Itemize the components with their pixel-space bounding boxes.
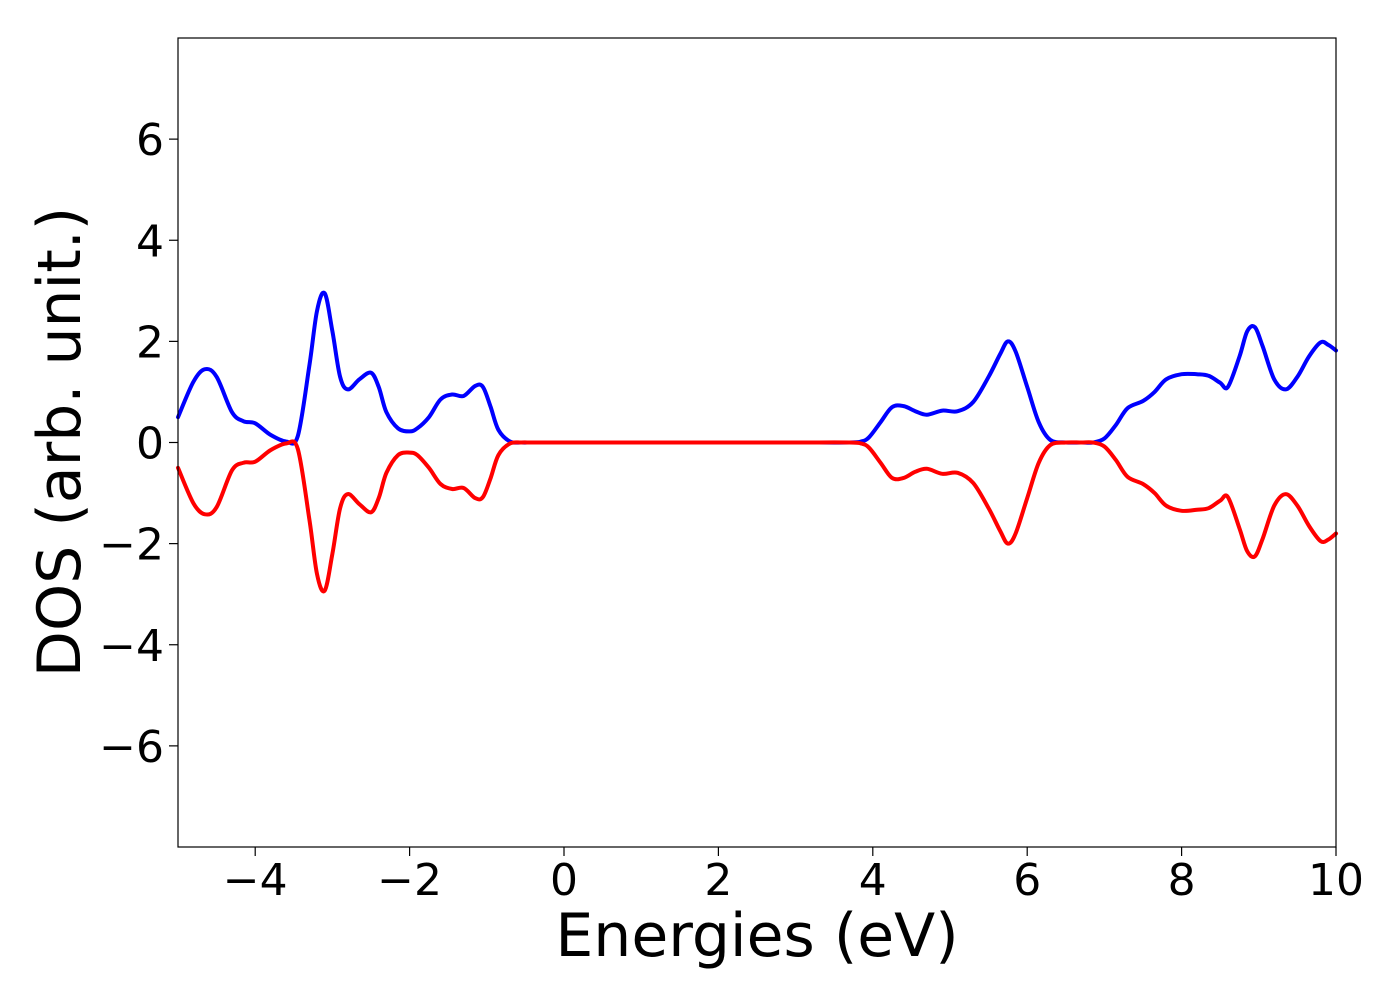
x-tick-label: −4 [223, 855, 288, 906]
y-tick-label: 6 [136, 115, 164, 166]
y-tick-label: −4 [99, 621, 164, 672]
y-tick-label: −6 [99, 722, 164, 773]
y-axis: −6 −4 −2 0 2 4 6 [99, 115, 178, 773]
x-axis-label: Energies (eV) [555, 901, 958, 971]
dos-negative-line [176, 439, 1338, 594]
x-tick-label: 6 [1013, 855, 1041, 906]
x-tick-label: −2 [377, 855, 442, 906]
x-axis: −4 −2 0 2 4 6 8 10 [223, 847, 1364, 906]
y-tick-label: 0 [136, 419, 164, 470]
x-tick-label: 4 [859, 855, 887, 906]
x-tick-label: 2 [704, 855, 732, 906]
y-tick-label: −2 [99, 520, 164, 571]
series-layer [176, 290, 1338, 594]
dos-positive-line [176, 290, 1338, 446]
y-tick-label: 2 [136, 317, 164, 368]
x-tick-label: 10 [1308, 855, 1364, 906]
y-tick-label: 4 [136, 216, 164, 267]
x-tick-label: 8 [1168, 855, 1196, 906]
y-axis-label: DOS (arb. unit.) [25, 207, 95, 677]
x-tick-label: 0 [550, 855, 578, 906]
